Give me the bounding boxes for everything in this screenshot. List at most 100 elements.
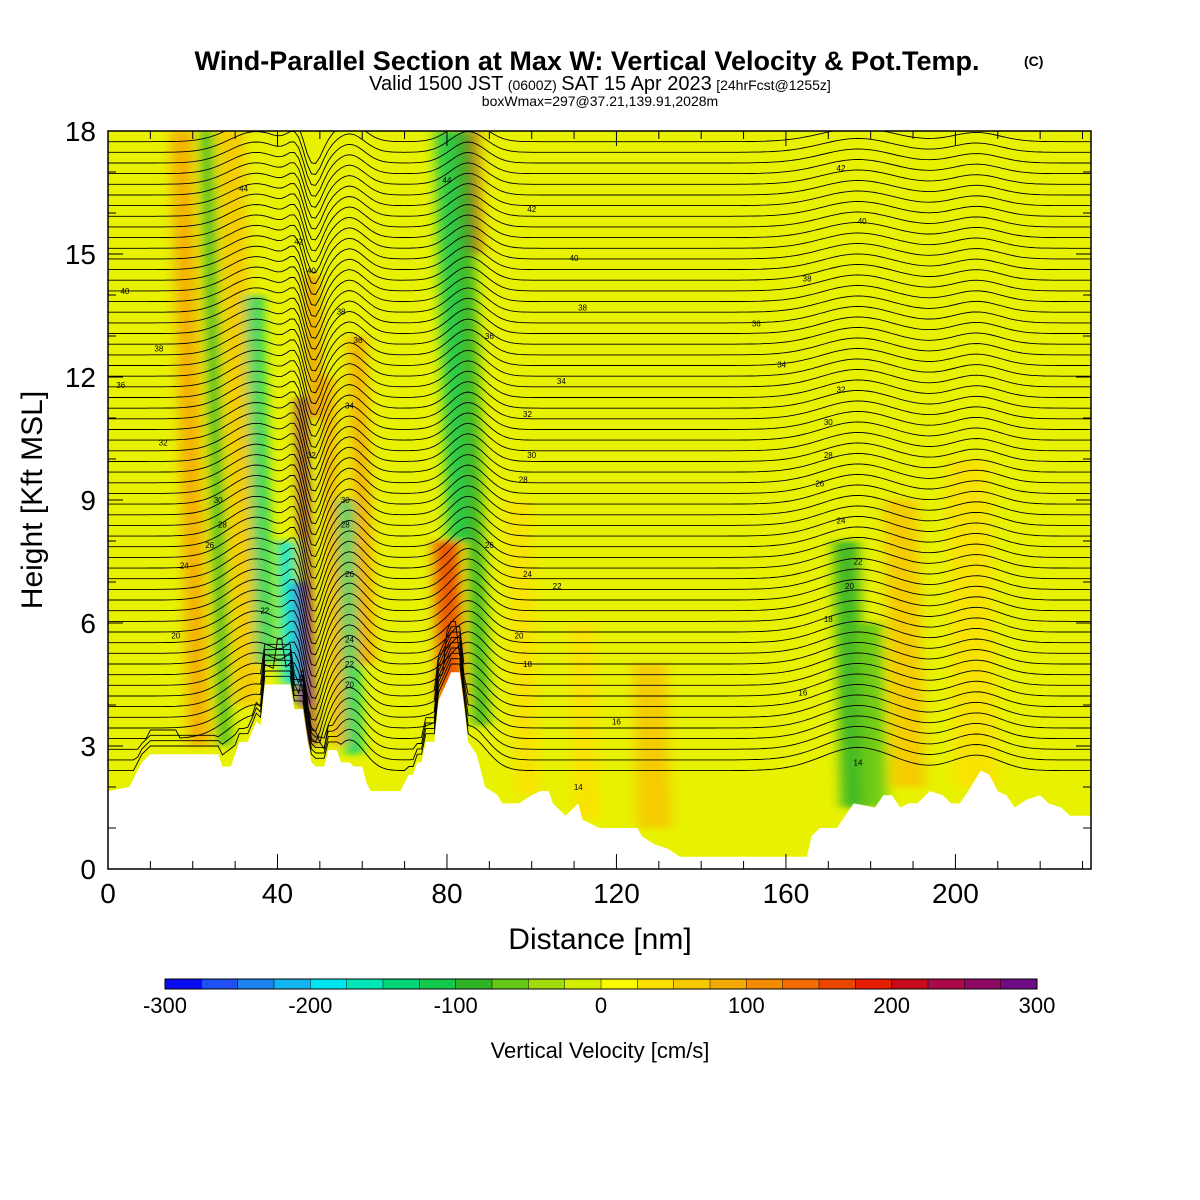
contour-label: 22 <box>345 660 354 669</box>
contour-label: 20 <box>845 582 854 591</box>
x-tick-label: 80 <box>431 878 462 909</box>
velocity-band <box>506 500 541 796</box>
contour-label: 24 <box>180 562 189 571</box>
contour-label: 20 <box>345 681 354 690</box>
x-axis-label: Distance [nm] <box>508 923 691 956</box>
x-tick-label: 40 <box>262 878 293 909</box>
y-tick-label: 6 <box>80 608 96 639</box>
velocity-band <box>856 623 888 808</box>
isentrope-line <box>108 370 1091 427</box>
x-tick-label: 160 <box>763 878 810 909</box>
colorbar-swatch <box>964 979 1002 989</box>
velocity-band <box>945 459 998 787</box>
contour-label: 40 <box>120 287 129 296</box>
contour-label: 38 <box>154 344 163 353</box>
isentrope-line <box>108 141 1091 186</box>
isentrope-line <box>108 256 1091 306</box>
x-axis: 0 40 80 120 160 200 <box>100 131 1084 909</box>
isentrope-line <box>108 547 1091 612</box>
isentrope-line <box>108 516 1091 579</box>
isentrope-line <box>108 631 1091 699</box>
colorbar-swatch <box>492 979 529 989</box>
isentrope-line <box>108 537 1091 601</box>
y-tick-label: 18 <box>65 116 96 147</box>
colorbar-tick-label: -100 <box>434 993 478 1018</box>
isentrope-line <box>108 401 1091 459</box>
isentrope-line <box>108 183 1091 230</box>
colorbar-tick-label: 0 <box>595 993 607 1018</box>
y-tick-label: 12 <box>65 362 96 393</box>
box-max-info: boxWmax=297@37.21,139.91,2028m <box>482 93 718 109</box>
x-tick-label: 200 <box>932 878 979 909</box>
valid-date: SAT 15 Apr 2023 <box>561 73 711 95</box>
contour-label: 40 <box>570 254 579 263</box>
colorbar-swatch <box>274 979 311 989</box>
velocity-band <box>307 274 320 418</box>
contour-label: 26 <box>815 480 824 489</box>
colorbar-swatch <box>855 979 893 989</box>
contour-label: 36 <box>485 332 494 341</box>
isentrope-line <box>108 308 1091 361</box>
isentrope-line <box>108 151 1091 197</box>
isentrope-line <box>108 193 1091 241</box>
isentrope-line <box>108 599 1091 667</box>
isentrope-line <box>108 641 1091 710</box>
contour-label: 28 <box>824 451 833 460</box>
contour-label: 38 <box>803 275 812 284</box>
contour-label: 22 <box>260 607 269 616</box>
velocity-band <box>321 377 346 746</box>
colorbar-swatch <box>310 979 348 989</box>
isentrope-line <box>108 349 1091 405</box>
colorbar-swatch <box>746 979 784 989</box>
contour-label: 20 <box>515 631 524 640</box>
y-tick-label: 3 <box>80 731 96 762</box>
contour-label: 22 <box>854 558 863 567</box>
contour-label: 38 <box>578 303 587 312</box>
y-axis-label: Height [Kft MSL] <box>16 391 49 609</box>
isentrope-line <box>108 422 1091 481</box>
colorbar-swatch <box>564 979 602 989</box>
contour-label: 32 <box>523 410 532 419</box>
colorbar-tick-label: 100 <box>728 993 765 1018</box>
contour-label: 36 <box>752 320 761 329</box>
isentrope-line <box>108 506 1091 568</box>
contour-label: 28 <box>341 521 350 530</box>
colorbar-swatch <box>673 979 711 989</box>
isentrope-line <box>108 636 1091 744</box>
contour-label: 24 <box>837 517 846 526</box>
contour-label: 26 <box>485 541 494 550</box>
isentrope-line <box>108 297 1091 350</box>
isentrope-line <box>108 610 1091 678</box>
chart-subtitle: Valid 1500 JST (0600Z) SAT 15 Apr 2023 [… <box>369 73 831 95</box>
colorbar-label: Vertical Velocity [cm/s] <box>491 1038 710 1063</box>
valid-time: Valid 1500 JST <box>369 73 503 95</box>
isentrope-line <box>108 579 1091 645</box>
x-tick-label: 120 <box>593 878 640 909</box>
contour-label: 24 <box>523 570 532 579</box>
plot-area: 44 40 38 36 32 30 28 26 24 20 22 42 40 38 36 34 32 30 28 26… <box>108 131 1091 869</box>
isentrope-line <box>108 620 1091 689</box>
contour-label: 28 <box>218 521 227 530</box>
isentrope-line <box>108 391 1091 448</box>
colorbar-swatch <box>455 979 493 989</box>
isentrope-line <box>108 663 1091 772</box>
contour-label: 42 <box>527 205 536 214</box>
contour-label: 34 <box>777 361 786 370</box>
x-tick-label: 0 <box>100 878 116 909</box>
terrain-mask <box>108 672 1091 869</box>
isentrope-line <box>108 527 1091 590</box>
isentrope-line <box>108 287 1091 339</box>
contour-label: 14 <box>574 783 583 792</box>
isentrope-line <box>108 266 1091 317</box>
contour-label: 16 <box>798 689 807 698</box>
colorbar-swatch <box>928 979 965 989</box>
colorbar-swatch <box>346 979 384 989</box>
contour-label: 36 <box>116 381 125 390</box>
isentrope-line <box>108 131 1091 164</box>
isentrope-line <box>108 474 1091 536</box>
colorbar: -300 -200 -100 0 100 200 300 <box>143 978 1055 1018</box>
contour-label: 30 <box>527 451 536 460</box>
isentrope-line <box>108 454 1091 514</box>
colorbar-tick-label: -300 <box>143 993 187 1018</box>
contour-label: 24 <box>345 635 354 644</box>
